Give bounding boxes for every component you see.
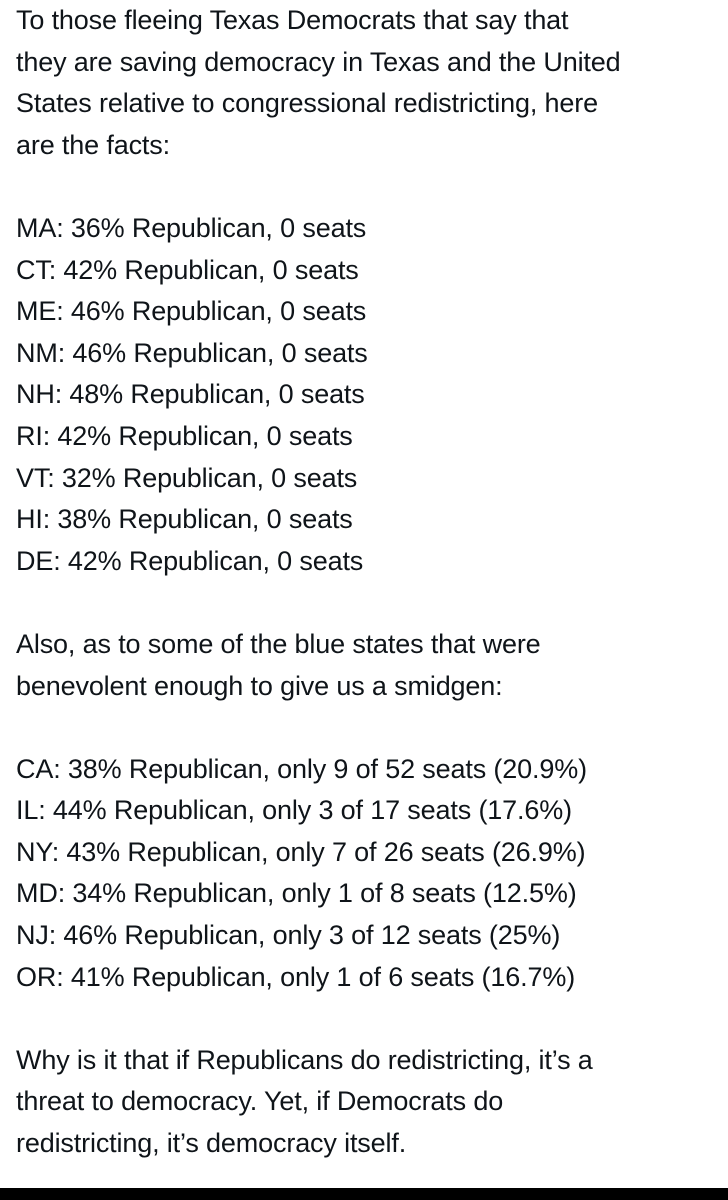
state-stat-line: IL: 44% Republican, only 3 of 17 seats (… <box>16 795 572 826</box>
closing-line: redistricting, it’s democracy itself. <box>16 1128 407 1159</box>
zero-seat-list: MA: 36% Republican, 0 seats CT: 42% Repu… <box>16 208 721 582</box>
intro-paragraph: To those fleeing Texas Democrats that sa… <box>16 0 721 166</box>
also-line: Also, as to some of the blue states that… <box>16 628 541 659</box>
paragraph-gap <box>16 707 721 749</box>
bottom-edge-bar <box>0 1188 728 1200</box>
state-stat-line: RI: 42% Republican, 0 seats <box>16 420 353 451</box>
closing-paragraph: Why is it that if Republicans do redistr… <box>16 1040 721 1165</box>
state-stat-line: MA: 36% Republican, 0 seats <box>16 212 367 243</box>
state-stat-line: OR: 41% Republican, only 1 of 6 seats (1… <box>16 961 576 992</box>
also-line: benevolent enough to give us a smidgen: <box>16 670 503 701</box>
state-stat-line: MD: 34% Republican, only 1 of 8 seats (1… <box>16 878 577 909</box>
state-stat-line: CA: 38% Republican, only 9 of 52 seats (… <box>16 753 587 784</box>
paragraph-gap <box>16 998 721 1040</box>
intro-line: To those fleeing Texas Democrats that sa… <box>16 5 569 35</box>
smidgen-list: CA: 38% Republican, only 9 of 52 seats (… <box>16 749 721 999</box>
state-stat-line: NH: 48% Republican, 0 seats <box>16 379 365 410</box>
intro-line: are the facts: <box>16 129 170 160</box>
state-stat-line: NJ: 46% Republican, only 3 of 12 seats (… <box>16 920 561 951</box>
post-body: To those fleeing Texas Democrats that sa… <box>16 0 721 1165</box>
paragraph-gap <box>16 166 721 208</box>
closing-line: Why is it that if Republicans do redistr… <box>16 1044 593 1075</box>
state-stat-line: NM: 46% Republican, 0 seats <box>16 337 368 368</box>
paragraph-gap <box>16 582 721 624</box>
intro-line: they are saving democracy in Texas and t… <box>16 46 621 77</box>
state-stat-line: NY: 43% Republican, only 7 of 26 seats (… <box>16 836 586 867</box>
state-stat-line: VT: 32% Republican, 0 seats <box>16 462 358 493</box>
state-stat-line: ME: 46% Republican, 0 seats <box>16 296 367 327</box>
state-stat-line: CT: 42% Republican, 0 seats <box>16 254 359 285</box>
closing-line: threat to democracy. Yet, if Democrats d… <box>16 1086 504 1117</box>
state-stat-line: DE: 42% Republican, 0 seats <box>16 545 364 576</box>
state-stat-line: HI: 38% Republican, 0 seats <box>16 504 353 535</box>
also-paragraph: Also, as to some of the blue states that… <box>16 624 721 707</box>
intro-line: States relative to congressional redistr… <box>16 88 598 119</box>
